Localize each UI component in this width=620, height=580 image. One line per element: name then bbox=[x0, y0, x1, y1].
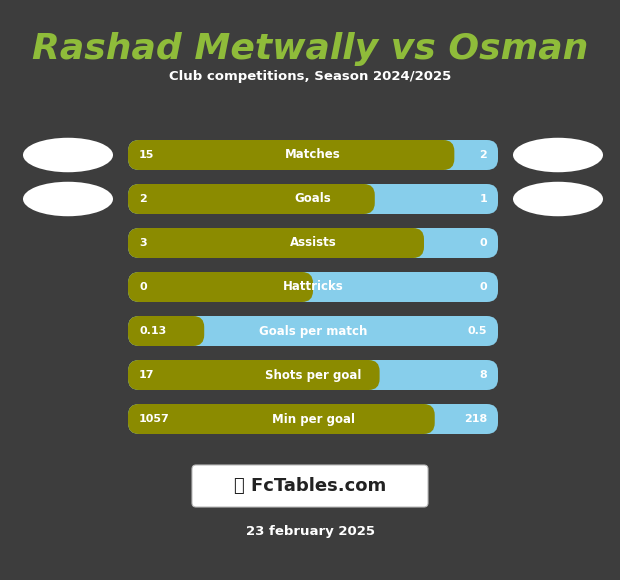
Text: 0: 0 bbox=[139, 282, 146, 292]
Text: Min per goal: Min per goal bbox=[272, 412, 355, 426]
FancyBboxPatch shape bbox=[128, 360, 379, 390]
Text: 1: 1 bbox=[479, 194, 487, 204]
Text: Matches: Matches bbox=[285, 148, 341, 161]
Text: 2: 2 bbox=[479, 150, 487, 160]
FancyBboxPatch shape bbox=[128, 272, 313, 302]
FancyBboxPatch shape bbox=[192, 465, 428, 507]
FancyBboxPatch shape bbox=[128, 404, 498, 434]
Text: Club competitions, Season 2024/2025: Club competitions, Season 2024/2025 bbox=[169, 70, 451, 83]
Text: 0: 0 bbox=[479, 238, 487, 248]
Text: ⬛ FcTables.com: ⬛ FcTables.com bbox=[234, 477, 386, 495]
FancyBboxPatch shape bbox=[128, 272, 498, 302]
FancyBboxPatch shape bbox=[128, 316, 204, 346]
FancyBboxPatch shape bbox=[128, 228, 424, 258]
Text: 3: 3 bbox=[139, 238, 146, 248]
FancyBboxPatch shape bbox=[128, 360, 498, 390]
Ellipse shape bbox=[23, 138, 113, 172]
Ellipse shape bbox=[513, 138, 603, 172]
Text: 1057: 1057 bbox=[139, 414, 170, 424]
Text: 23 february 2025: 23 february 2025 bbox=[246, 525, 374, 538]
FancyBboxPatch shape bbox=[128, 316, 498, 346]
FancyBboxPatch shape bbox=[128, 140, 498, 170]
FancyBboxPatch shape bbox=[128, 228, 498, 258]
Text: Hattricks: Hattricks bbox=[283, 281, 343, 293]
Text: Goals per match: Goals per match bbox=[259, 324, 367, 338]
FancyBboxPatch shape bbox=[128, 140, 454, 170]
FancyBboxPatch shape bbox=[128, 404, 435, 434]
Ellipse shape bbox=[23, 182, 113, 216]
Text: 0: 0 bbox=[479, 282, 487, 292]
Text: Shots per goal: Shots per goal bbox=[265, 368, 361, 382]
Text: 0.5: 0.5 bbox=[467, 326, 487, 336]
Ellipse shape bbox=[513, 182, 603, 216]
Text: 15: 15 bbox=[139, 150, 154, 160]
Text: Assists: Assists bbox=[290, 237, 337, 249]
Text: 218: 218 bbox=[464, 414, 487, 424]
FancyBboxPatch shape bbox=[128, 184, 374, 214]
FancyBboxPatch shape bbox=[128, 184, 498, 214]
Text: Rashad Metwally vs Osman: Rashad Metwally vs Osman bbox=[32, 32, 588, 66]
Text: Goals: Goals bbox=[294, 193, 331, 205]
Text: 2: 2 bbox=[139, 194, 147, 204]
Text: 8: 8 bbox=[479, 370, 487, 380]
Text: 0.13: 0.13 bbox=[139, 326, 166, 336]
Text: 17: 17 bbox=[139, 370, 154, 380]
